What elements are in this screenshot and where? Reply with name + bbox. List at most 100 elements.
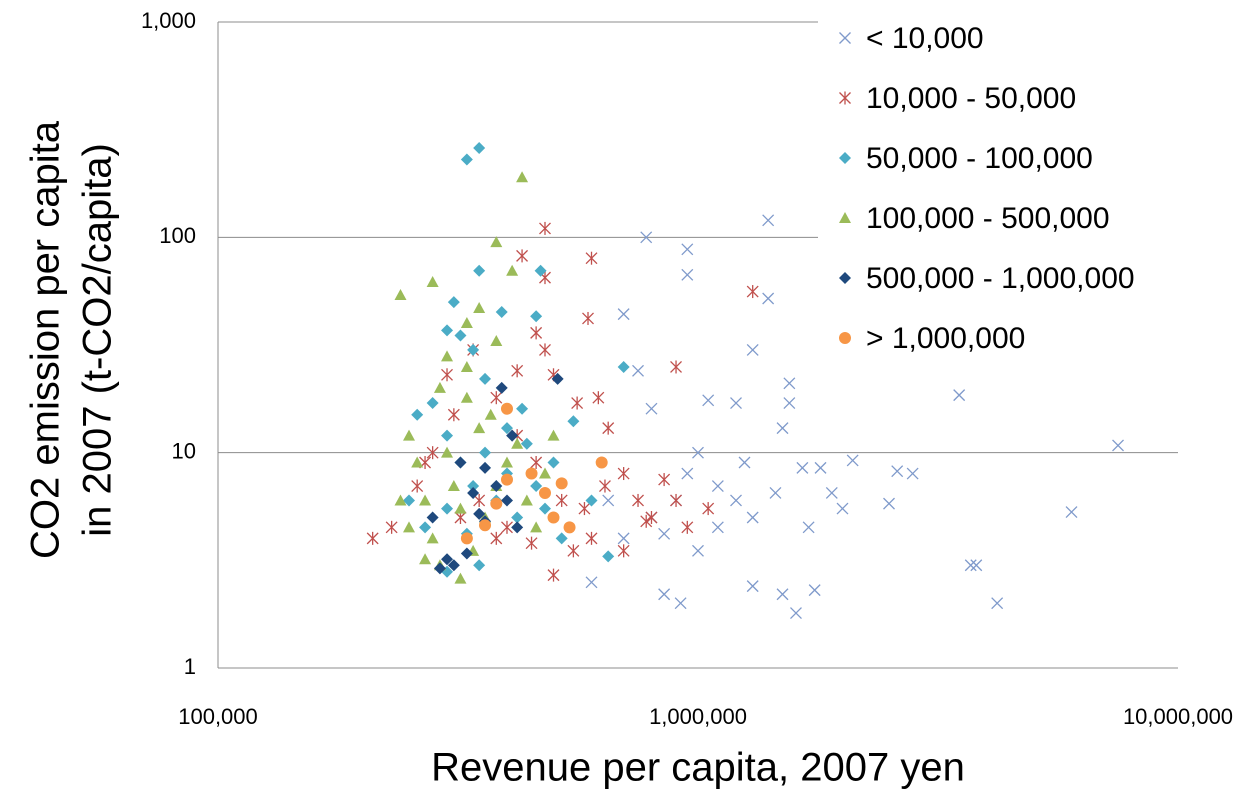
point xyxy=(394,494,407,506)
point xyxy=(473,422,486,434)
marker-shape xyxy=(567,415,580,428)
point xyxy=(426,511,439,524)
marker-shape xyxy=(495,381,508,394)
point xyxy=(411,479,424,493)
marker-stroke xyxy=(711,480,724,492)
marker-shape xyxy=(555,532,568,545)
marker-shape xyxy=(441,324,454,337)
point xyxy=(460,153,473,166)
marker-stroke xyxy=(906,467,919,480)
marker-shape xyxy=(563,521,576,534)
point xyxy=(585,494,598,507)
point xyxy=(645,402,658,415)
legend-label: 10,000 - 50,000 xyxy=(866,82,1076,115)
legend-label: > 1,000,000 xyxy=(866,322,1025,355)
marker-shape xyxy=(473,422,486,434)
point xyxy=(490,497,503,510)
x-tick-label: 100,000 xyxy=(178,704,258,729)
marker-stroke xyxy=(632,364,644,377)
marker-shape xyxy=(467,343,480,356)
point xyxy=(530,480,543,493)
point xyxy=(441,368,453,382)
marker-shape xyxy=(538,486,551,499)
marker-shape xyxy=(500,456,513,468)
point xyxy=(495,381,508,394)
point xyxy=(479,372,492,385)
marker-shape xyxy=(500,402,513,415)
marker-stroke xyxy=(891,465,904,478)
point xyxy=(441,446,454,458)
marker-shape xyxy=(419,494,432,506)
marker-shape xyxy=(473,141,486,154)
marker-stroke xyxy=(1112,439,1124,452)
marker-shape xyxy=(490,236,503,248)
y-tick-label: 1,000 xyxy=(141,8,196,33)
marker-shape xyxy=(585,494,598,507)
marker-stroke xyxy=(802,521,815,534)
point xyxy=(1112,439,1124,452)
point xyxy=(411,456,424,468)
marker-shape xyxy=(403,429,416,441)
marker-stroke xyxy=(640,231,653,244)
marker-shape xyxy=(839,332,851,344)
point xyxy=(702,502,715,516)
point xyxy=(640,231,653,244)
marker-stroke xyxy=(746,511,759,524)
point xyxy=(578,502,591,516)
point xyxy=(571,396,584,410)
marker-stroke xyxy=(617,308,630,321)
point xyxy=(454,572,467,584)
point xyxy=(783,377,796,390)
legend-label: < 10,000 xyxy=(866,22,984,55)
x-tick-label: 1,000,000 xyxy=(649,704,747,729)
marker-stroke xyxy=(846,454,859,467)
marker-shape xyxy=(479,446,492,459)
marker-shape xyxy=(530,480,543,493)
legend-label: 500,000 - 1,000,000 xyxy=(866,262,1135,295)
point xyxy=(490,335,503,347)
marker-stroke xyxy=(776,422,789,435)
point xyxy=(454,456,467,469)
marker-shape xyxy=(490,480,503,493)
point xyxy=(500,494,513,507)
marker-shape xyxy=(495,306,508,319)
point xyxy=(460,391,473,403)
marker-shape xyxy=(530,521,543,533)
marker-stroke xyxy=(585,576,598,589)
marker-shape xyxy=(839,152,851,164)
marker-shape xyxy=(403,494,416,507)
point xyxy=(692,544,704,557)
point xyxy=(891,465,904,478)
legend-label: 100,000 - 500,000 xyxy=(866,202,1110,235)
point xyxy=(970,559,983,572)
marker-shape xyxy=(460,153,473,166)
point xyxy=(454,329,467,342)
point xyxy=(511,511,524,524)
marker-stroke xyxy=(711,521,724,534)
point xyxy=(530,310,543,323)
legend-label: 50,000 - 100,000 xyxy=(866,142,1093,175)
marker-shape xyxy=(617,360,630,373)
point xyxy=(447,408,460,422)
marker-shape xyxy=(479,372,492,385)
point xyxy=(991,597,1004,610)
point xyxy=(473,507,486,520)
point xyxy=(530,521,543,533)
marker-stroke xyxy=(658,527,671,540)
y-axis-title: in 2007 (t-CO2/capita) xyxy=(76,143,120,537)
marker-shape xyxy=(419,521,432,534)
point xyxy=(506,429,519,442)
point xyxy=(539,343,551,357)
marker-stroke xyxy=(746,343,759,356)
marker-stroke xyxy=(769,486,782,499)
marker-shape xyxy=(479,519,492,532)
point xyxy=(516,249,529,263)
point xyxy=(776,422,789,435)
point xyxy=(711,521,724,534)
y-tick-label: 10 xyxy=(172,438,196,463)
point xyxy=(681,520,694,534)
marker-shape xyxy=(441,446,454,458)
point xyxy=(419,553,432,565)
marker-shape xyxy=(454,572,467,584)
marker-shape xyxy=(555,477,568,490)
